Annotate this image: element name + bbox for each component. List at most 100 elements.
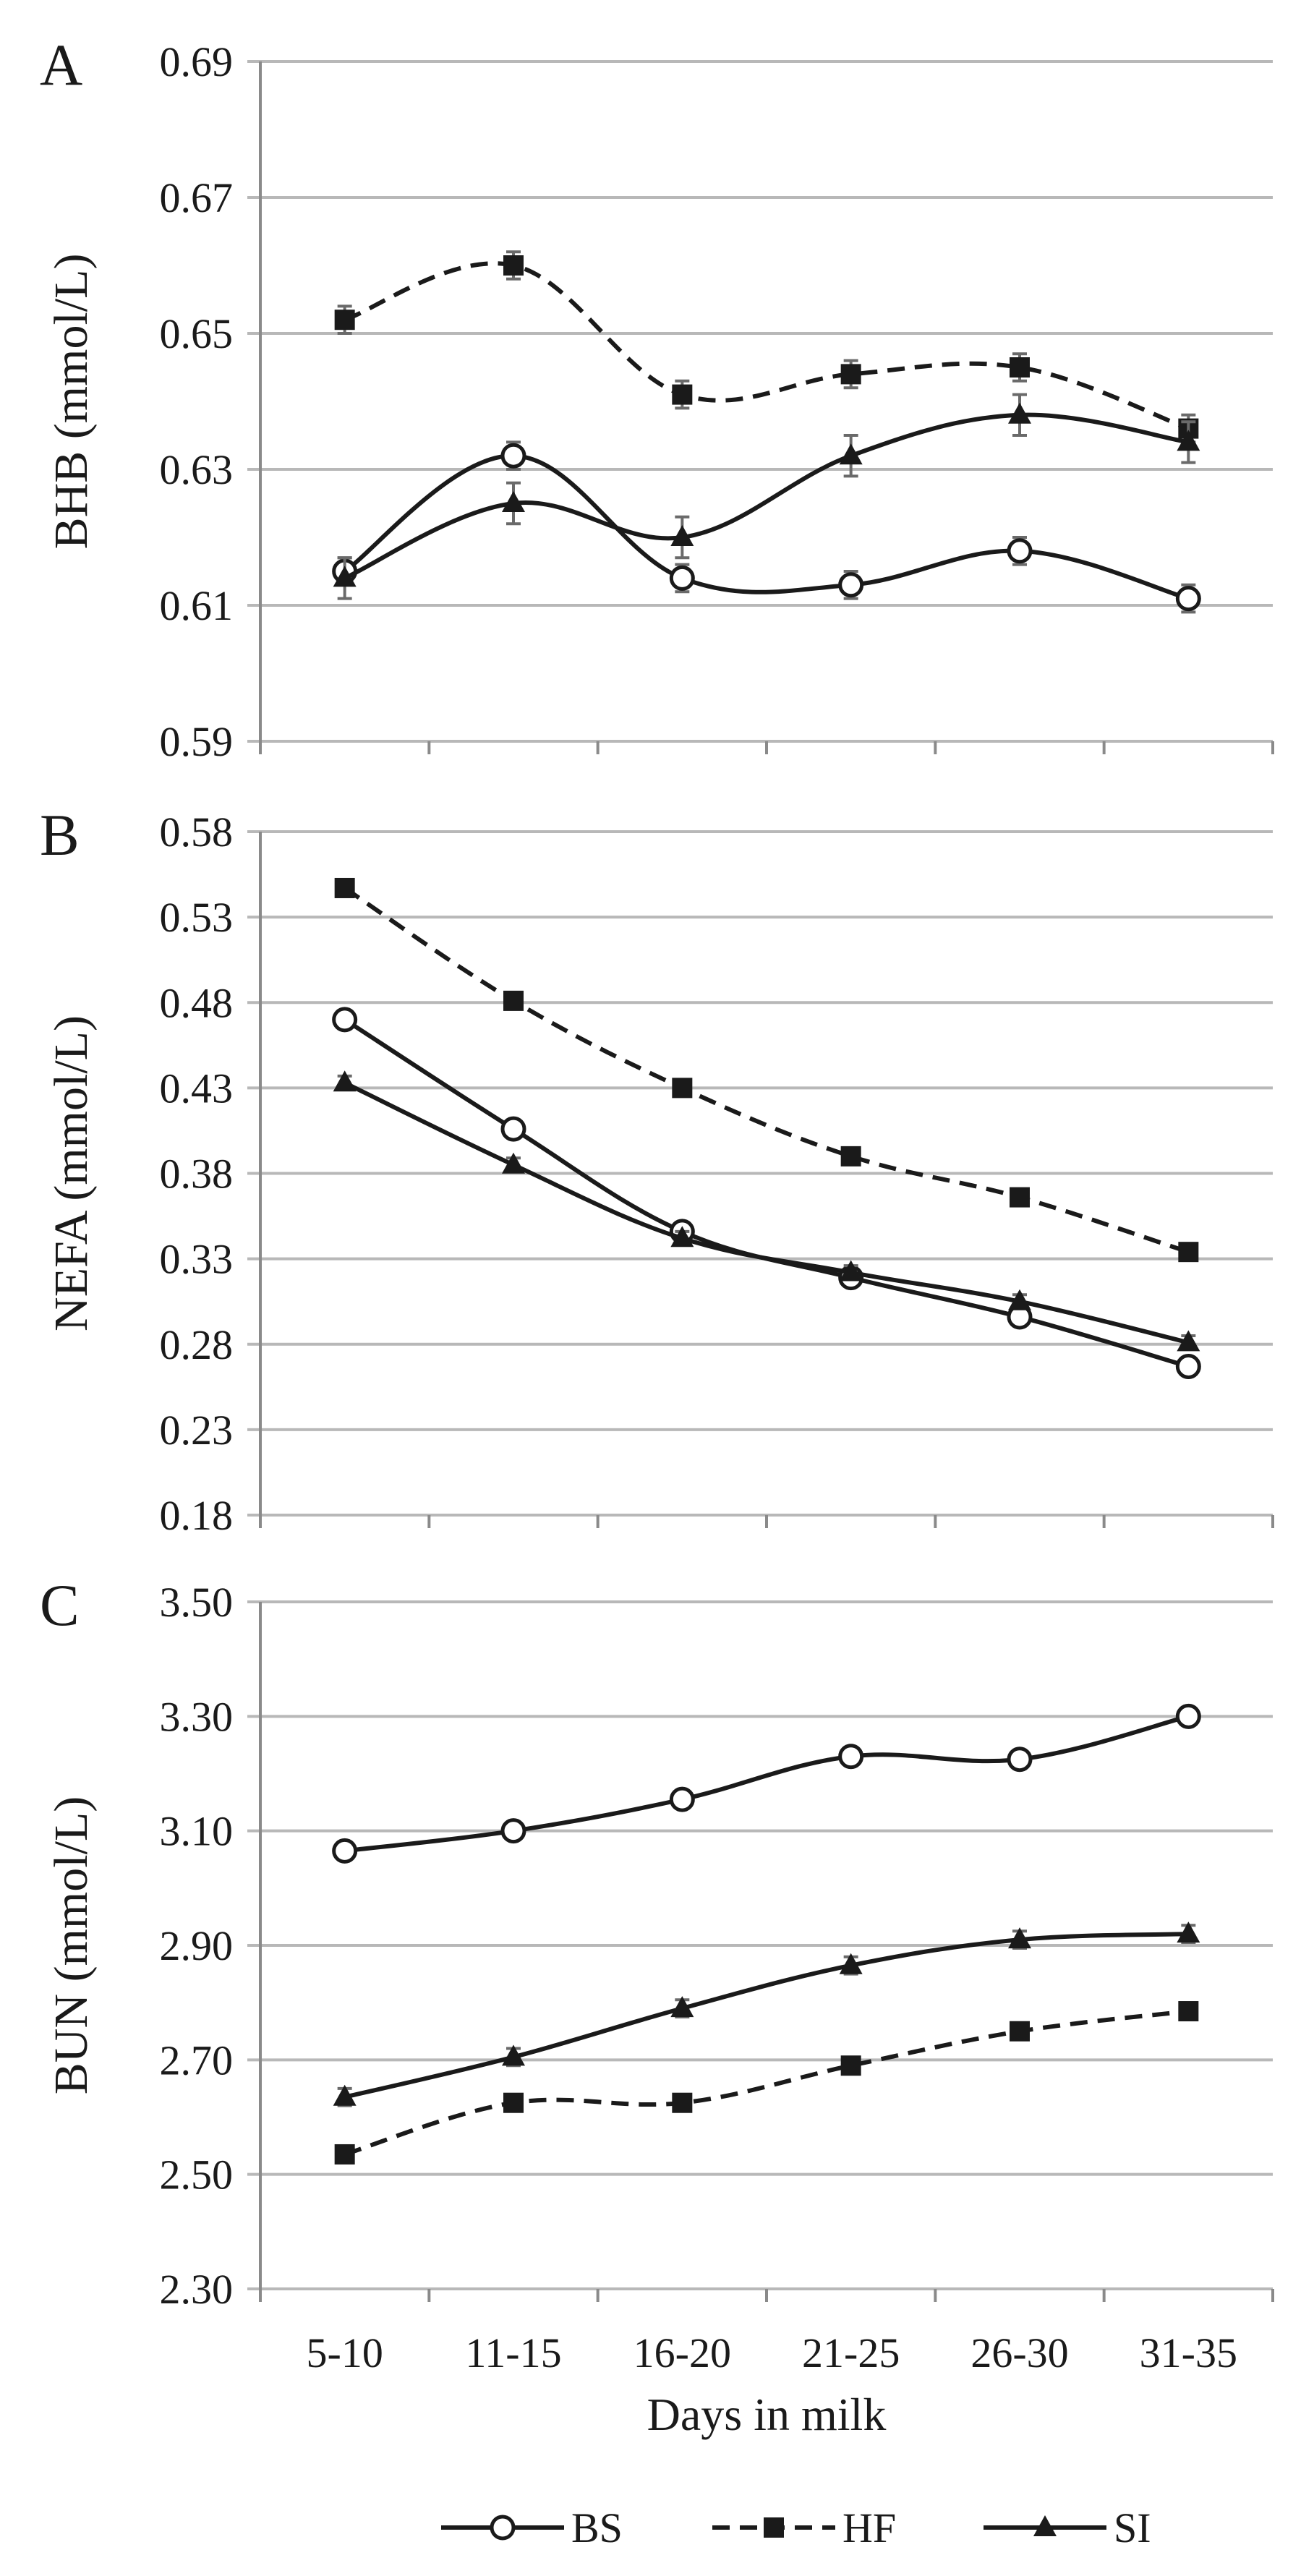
series-line-si (344, 412, 1189, 581)
legend-item-bs: BS (441, 2504, 623, 2551)
y-tick-label: 0.69 (160, 38, 234, 85)
x-tick-label: 16-20 (633, 2329, 731, 2376)
data-point-hf (334, 310, 355, 330)
series-line-bs (344, 1714, 1190, 1854)
data-point-si (839, 1260, 863, 1281)
data-point-bs (500, 443, 526, 469)
series-hf (334, 2001, 1199, 2165)
legend-label: BS (571, 2504, 623, 2551)
y-tick-label: 3.50 (160, 1579, 234, 1626)
data-point-si (1177, 1922, 1200, 1943)
data-point-si (670, 525, 694, 546)
y-tick-label: 0.58 (160, 809, 234, 856)
data-point-si (333, 1070, 357, 1092)
data-point-bs (838, 1744, 864, 1770)
y-tick-label: 0.48 (160, 979, 234, 1026)
series-hf (334, 877, 1199, 1263)
panel-c: 3.50 3.30 3.10 2.90 2.70 2.50 2.30 C BUN (mmol/L… (40, 1572, 1274, 2376)
data-point-bs (332, 1838, 358, 1864)
data-point-hf (503, 255, 524, 276)
y-tick-label: 2.90 (160, 1922, 234, 1969)
data-point-hf (334, 877, 355, 898)
y-tick-label: 0.38 (160, 1151, 234, 1198)
series-line-hf (344, 2009, 1189, 2157)
series-line-si (344, 1932, 1189, 2099)
data-point-hf (840, 364, 861, 385)
data-point-hf (840, 1146, 861, 1167)
data-point-bs (1175, 1353, 1201, 1379)
data-point-si (1177, 430, 1200, 451)
data-point-hf (1178, 1242, 1199, 1263)
y-tick-label: 2.70 (160, 2037, 234, 2084)
data-point-bs (1175, 1703, 1201, 1729)
series-si (333, 393, 1200, 600)
data-point-si (839, 1953, 863, 1974)
data-point-hf (1178, 2001, 1199, 2022)
data-point-bs (669, 565, 695, 591)
y-tick-label: 0.59 (160, 718, 234, 765)
panel-a: 0.69 0.67 0.65 0.63 0.61 0.59 A BHB (mmol/L) (40, 32, 1274, 765)
plot-area: 0.69 0.67 0.65 0.63 0.61 0.59 A BHB (mmol/L) 0.5… (40, 32, 1274, 2376)
x-tick-label: 31-35 (1140, 2329, 1237, 2376)
legend-marker (490, 2515, 516, 2541)
y-tick-label: 0.23 (160, 1407, 234, 1454)
y-tick-label: 0.28 (160, 1321, 234, 1368)
data-point-bs (1007, 1747, 1033, 1773)
data-point-hf (1010, 1187, 1030, 1208)
y-tick-label: 0.53 (160, 894, 234, 941)
data-point-si (1177, 1330, 1200, 1352)
data-point-si (670, 1226, 694, 1248)
x-tick-label: 5-10 (307, 2329, 383, 2376)
data-point-bs (1175, 586, 1201, 612)
series-line-hf (343, 886, 1190, 1255)
data-point-hf (503, 990, 524, 1011)
data-point-si (1008, 402, 1031, 424)
legend-item-hf: HF (712, 2504, 896, 2551)
data-point-hf (840, 2055, 861, 2076)
data-point-bs (669, 1786, 695, 1812)
series-bs (332, 440, 1201, 614)
series-line-bs (344, 1018, 1190, 1369)
panel-letter: C (40, 1572, 80, 1638)
data-point-si (502, 2044, 525, 2066)
data-point-hf (672, 1078, 693, 1099)
y-tick-label: 0.33 (160, 1236, 234, 1283)
x-tick-label: 26-30 (970, 2329, 1068, 2376)
y-tick-label: 3.10 (160, 1808, 234, 1855)
legend-label: SI (1114, 2504, 1151, 2551)
panel-letter: B (40, 802, 80, 868)
series-si (333, 1070, 1200, 1352)
data-point-hf (334, 2144, 355, 2165)
x-tick-label: 21-25 (802, 2329, 900, 2376)
data-point-bs (500, 1116, 526, 1142)
data-point-bs (332, 1007, 358, 1033)
series-hf (334, 250, 1199, 444)
y-tick-label: 0.43 (160, 1065, 234, 1112)
legend-marker (764, 2517, 784, 2538)
data-point-bs (500, 1818, 526, 1844)
y-tick-label: 0.63 (160, 446, 234, 493)
y-axis-title: NEFA (mmol/L) (45, 1015, 98, 1331)
y-axis-title: BHB (mmol/L) (45, 254, 98, 550)
panel-letter: A (40, 32, 82, 98)
series-bs (332, 1703, 1201, 1864)
data-point-hf (1010, 357, 1030, 378)
y-tick-label: 0.61 (160, 582, 234, 629)
x-axis-title: Days in milk (647, 2389, 887, 2440)
data-point-si (670, 1996, 694, 2018)
data-point-hf (672, 2092, 693, 2113)
series-bs (332, 1007, 1201, 1379)
legend-item-si: SI (984, 2504, 1151, 2551)
data-point-si (839, 443, 863, 465)
data-point-si (333, 2084, 357, 2106)
legend: BS HF SI (441, 2504, 1151, 2551)
data-point-hf (503, 2092, 524, 2113)
data-point-hf (672, 384, 693, 405)
legend-label: HF (842, 2504, 896, 2551)
data-point-si (502, 491, 525, 512)
series-line-bs (343, 453, 1190, 601)
data-point-hf (1010, 2021, 1030, 2042)
series-si (333, 1922, 1200, 2107)
y-axis-title: BUN (mmol/L) (45, 1796, 98, 2094)
